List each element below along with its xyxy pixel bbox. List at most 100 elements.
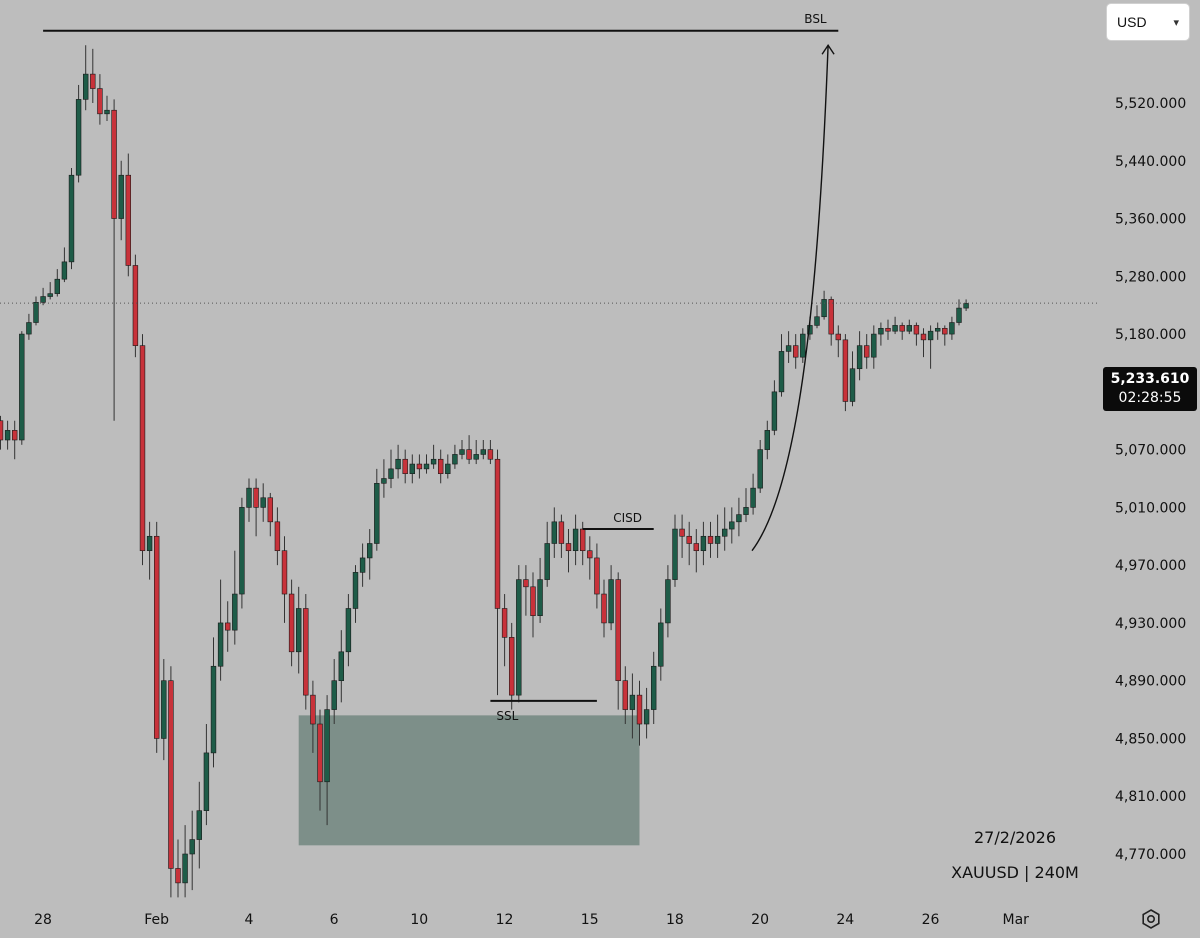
candle-body [132,265,139,346]
candle-body [913,325,920,335]
bsl-label: BSL [804,12,827,26]
bearish-candle [842,334,849,412]
candle-body [892,325,898,332]
currency-select[interactable]: USD ▾ [1107,4,1189,40]
bullish-candle [714,514,721,558]
bullish-candle [68,167,75,270]
candle-body [75,99,82,176]
candle-body [487,449,494,460]
candle-body [352,572,359,609]
candle-body [608,579,614,624]
bullish-candle [4,420,11,450]
bullish-candle [33,296,39,326]
candle-body [856,345,863,370]
bearish-candle [437,449,444,484]
bullish-candle [643,687,650,739]
bearish-candle [317,709,323,811]
bearish-candle [942,325,948,346]
x-tick-label: 26 [922,912,940,928]
candle-body [700,535,707,552]
bullish-candle [821,290,827,320]
bullish-candle [345,594,352,667]
bullish-candle [949,316,955,340]
bearish-candle [558,514,565,558]
bullish-candle [331,659,337,725]
candle-body [68,174,75,263]
bearish-candle [175,839,181,898]
x-tick-label: 15 [581,912,599,928]
settings-icon[interactable] [1140,908,1162,930]
candle-body [629,694,636,710]
candle-body [182,853,188,884]
candle-body [146,535,153,552]
bullish-candle [430,444,437,469]
bullish-candle [459,439,465,460]
candle-body [920,333,927,341]
bullish-candle [203,724,210,826]
chevron-down-icon: ▾ [1173,16,1179,29]
bullish-candle [665,565,671,638]
candle-body [402,458,408,474]
candle-body [878,327,884,335]
arrow-head [821,43,835,55]
bearish-candle [125,153,132,277]
bullish-candle [54,269,61,297]
bearish-candle [523,565,529,616]
candle-body [672,528,678,580]
x-tick-label: Mar [1002,912,1029,928]
bullish-candle [295,586,302,674]
bullish-candle [878,322,884,346]
bullish-candle [239,497,245,609]
bearish-candle [90,48,96,103]
bullish-candle [75,84,82,183]
bullish-candle [19,331,25,445]
bullish-candle [381,459,387,498]
bullish-candle [956,299,962,326]
candle-body [295,608,302,653]
bullish-candle [658,608,664,681]
bullish-candle [650,651,657,725]
bullish-candle [47,282,53,300]
candle-body [359,557,366,573]
candle-body [416,463,423,470]
candle-body [942,327,948,335]
bullish-candle [778,334,785,397]
bullish-candle [104,95,110,122]
bearish-candle [899,322,905,340]
candle-body [430,458,437,465]
candle-body [714,535,721,544]
candle-body [409,463,415,474]
candle-body [267,497,273,523]
x-tick-label: Feb [144,912,169,928]
bullish-candle [849,351,856,407]
bullish-candle [721,507,728,551]
candle-body [232,593,238,631]
candle-body [551,521,558,544]
chart-date: 27/2/2026 [973,828,1057,847]
candle-body [771,391,778,431]
chart-symbol: XAUUSD | 240M [951,863,1079,882]
candle-body [459,449,465,455]
candle-body [61,261,68,280]
candle-body [118,174,124,219]
candle-body [650,665,657,710]
candle-body [736,514,742,523]
bullish-candle [757,439,763,493]
bearish-candle [274,507,281,566]
y-tick-label: 4,970.000 [1115,558,1186,574]
bullish-candle [246,478,252,522]
current-price-tag: 5,233.610 02:28:55 [1103,367,1197,411]
candle-body [4,430,11,441]
candle-body [963,303,969,309]
bearish-candle [416,454,423,479]
candle-body [217,622,224,667]
bearish-candle [97,74,103,125]
candle-body [842,339,849,402]
candle-body [210,665,217,754]
x-tick-label: 10 [410,912,428,928]
candle-body [764,430,771,450]
candle-body [871,333,877,358]
candle-body [828,299,834,335]
bearish-candle [139,334,146,566]
